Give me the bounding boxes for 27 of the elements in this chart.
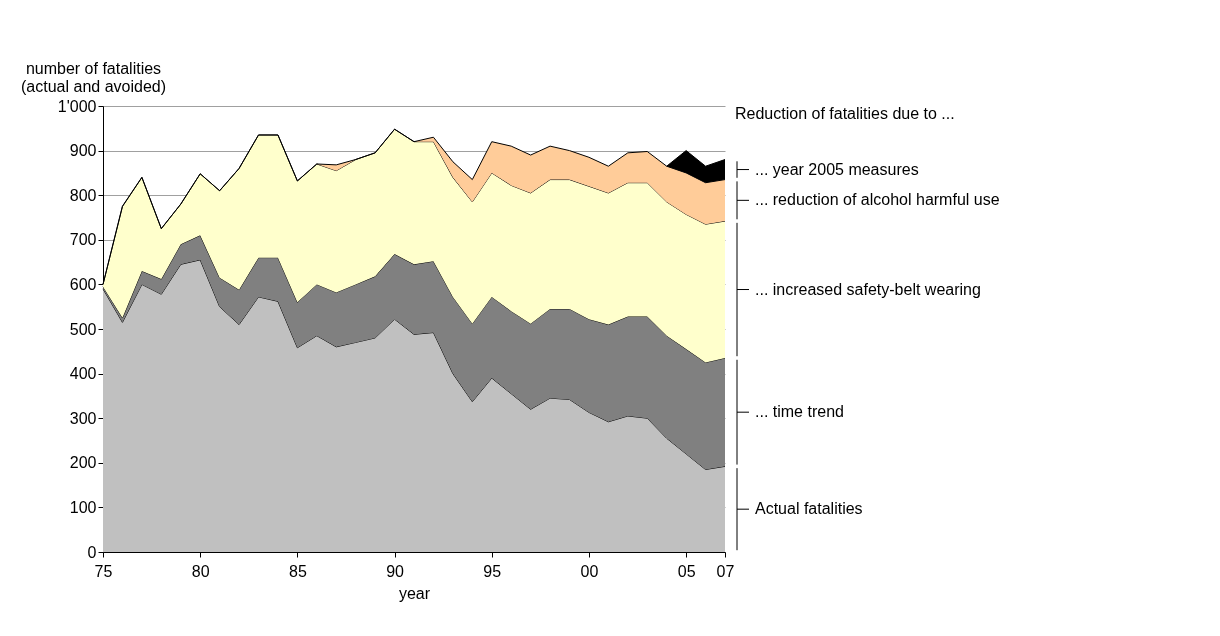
y-tick-label: 400 xyxy=(69,365,97,383)
y-tick-label: 300 xyxy=(69,409,97,427)
y-tick-label: 600 xyxy=(69,275,97,293)
y-tick-label: 800 xyxy=(69,186,97,204)
y-axis-title: number of fatalities (actual and avoided) xyxy=(21,59,166,95)
y-tick-label: 900 xyxy=(69,142,97,160)
x-tick-label: 85 xyxy=(288,562,307,580)
legend-label: ... year 2005 measures xyxy=(755,160,919,178)
y-tick-label: 100 xyxy=(69,498,97,516)
legend-title: Reduction of fatalities due to ... xyxy=(735,105,955,122)
x-tick-label: 05 xyxy=(677,562,696,580)
legend-label: ... increased safety-belt wearing xyxy=(755,280,981,298)
x-tick-label: 75 xyxy=(94,562,113,580)
legend-label: ... time trend xyxy=(755,403,844,421)
x-tick-label: 95 xyxy=(483,562,502,580)
x-tick-label: 07 xyxy=(716,562,735,580)
x-tick-label: 80 xyxy=(191,562,210,580)
y-tick-label: 0 xyxy=(87,543,97,561)
x-tick-label: 00 xyxy=(580,562,599,580)
legend-label: ... reduction of alcohol harmful use xyxy=(755,191,1000,209)
y-tick-label: 700 xyxy=(69,231,97,249)
y-tick-label: 1'000 xyxy=(57,97,97,115)
x-axis-title: year xyxy=(398,584,431,602)
x-tick-label: 90 xyxy=(386,562,405,580)
y-tick-label: 500 xyxy=(69,320,97,338)
y-tick-label: 200 xyxy=(69,454,97,472)
legend-label: Actual fatalities xyxy=(755,500,863,518)
